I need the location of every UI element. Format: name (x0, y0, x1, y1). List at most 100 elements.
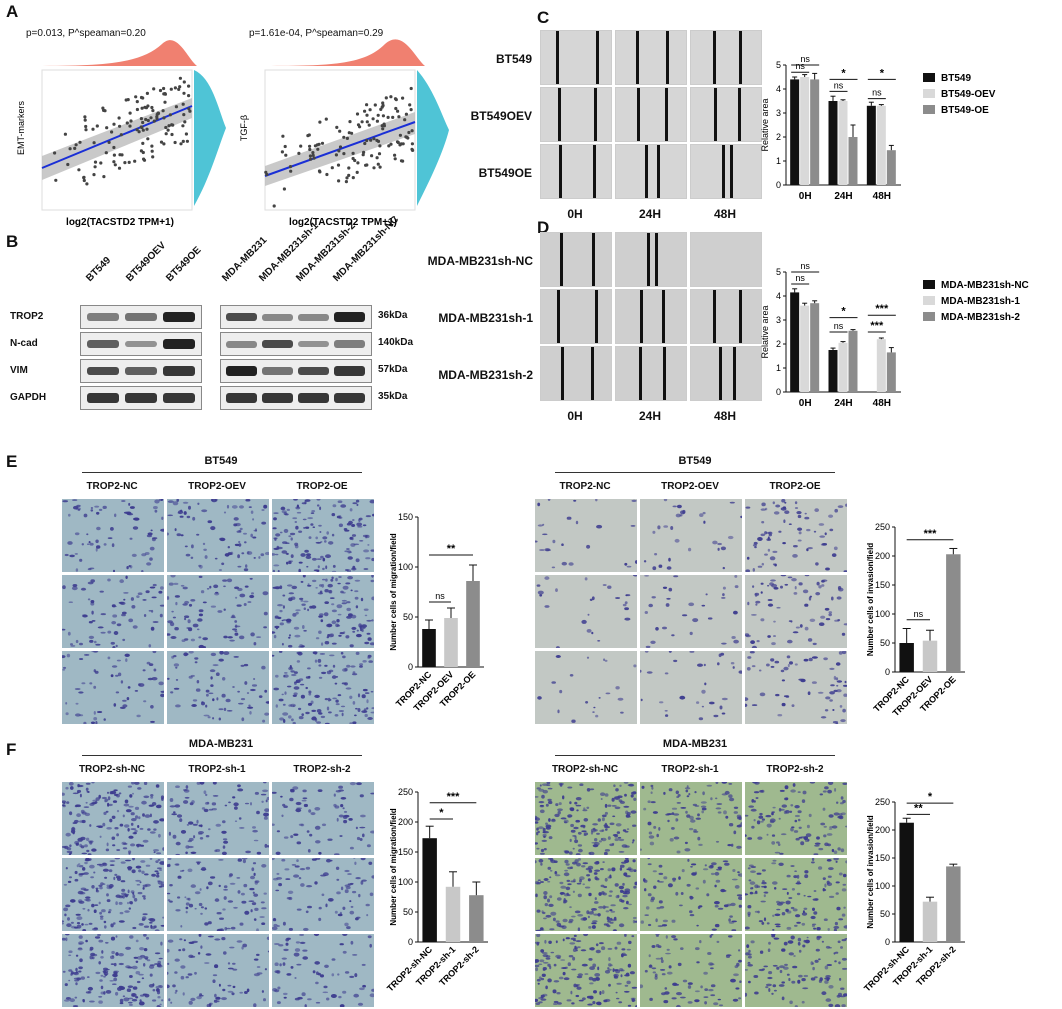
cell (704, 1001, 707, 1005)
cell (141, 918, 146, 921)
cell (332, 564, 336, 568)
cell (363, 549, 370, 553)
cell (89, 542, 94, 546)
cell (281, 814, 284, 818)
cell (147, 677, 154, 681)
cell (108, 884, 114, 888)
cell (792, 908, 798, 912)
cell (365, 535, 368, 539)
cell (536, 831, 539, 836)
cell (833, 858, 839, 861)
cell (92, 799, 98, 802)
cell (370, 690, 374, 693)
cell (348, 613, 353, 617)
cell (586, 788, 591, 792)
cell (303, 607, 306, 610)
cell (755, 600, 761, 604)
cell (129, 506, 135, 509)
cell (263, 626, 267, 629)
cell (561, 561, 567, 566)
cell (822, 543, 827, 546)
cell (289, 665, 292, 669)
cell (550, 858, 554, 862)
cell (841, 888, 847, 892)
cell (218, 983, 221, 987)
cell (344, 550, 349, 553)
cell (699, 513, 704, 517)
cell (74, 532, 80, 536)
cell (148, 922, 153, 924)
cell (769, 818, 776, 823)
cell (156, 852, 162, 855)
cell (714, 901, 720, 905)
cell (260, 901, 265, 904)
cell (207, 935, 214, 938)
cell (70, 925, 77, 929)
cell (784, 501, 787, 504)
cell (95, 643, 101, 646)
cell (102, 868, 109, 872)
cell (747, 913, 751, 917)
scatter-point (84, 128, 88, 132)
cell (312, 970, 316, 974)
cell (293, 626, 300, 630)
cell (127, 686, 131, 689)
cell (340, 651, 344, 655)
cell (256, 966, 261, 968)
cell (703, 868, 709, 871)
cell (617, 894, 620, 898)
scatter-point (308, 147, 312, 152)
cell (248, 900, 255, 902)
bar (444, 618, 458, 667)
cell (568, 562, 574, 566)
cell (794, 805, 800, 809)
cell (305, 526, 310, 529)
cell (247, 601, 252, 603)
micrograph-image (272, 782, 374, 855)
cell (259, 916, 265, 918)
legend-label: MDA-MB231sh-1 (941, 296, 1020, 307)
cell (223, 885, 228, 889)
cell (276, 1001, 281, 1005)
cell (295, 808, 302, 813)
cell (688, 547, 692, 552)
wound-edge-line (560, 233, 563, 286)
cell (704, 864, 707, 867)
cell (103, 543, 107, 546)
side-density (417, 70, 449, 206)
cell (583, 934, 589, 937)
cell (626, 948, 631, 951)
cell (815, 948, 820, 952)
cell (79, 558, 83, 562)
cell (343, 528, 348, 531)
cell (196, 533, 200, 536)
cell (717, 907, 724, 910)
cell (249, 711, 252, 715)
cell (324, 664, 328, 667)
cell (305, 866, 311, 870)
cell (184, 796, 190, 799)
cell (696, 701, 700, 704)
top-density (42, 40, 197, 66)
cell (537, 879, 541, 881)
scatter-point (381, 101, 385, 105)
cell (687, 858, 690, 862)
cell (535, 842, 538, 845)
cell (342, 990, 347, 994)
cell (88, 840, 94, 843)
cell (80, 976, 85, 980)
blot-strip-right (220, 359, 372, 383)
cell (234, 806, 238, 810)
scatter-point (281, 134, 285, 138)
cell (319, 613, 324, 616)
cell (145, 590, 150, 594)
cell (129, 537, 133, 540)
column-label: TROP2-sh-2 (766, 764, 824, 775)
scatter-point (379, 107, 383, 111)
cell (314, 653, 317, 655)
wound-image (540, 232, 612, 287)
cell (222, 820, 226, 824)
cell (86, 791, 90, 793)
cell (298, 561, 303, 564)
section-title: BT549 (204, 455, 238, 467)
